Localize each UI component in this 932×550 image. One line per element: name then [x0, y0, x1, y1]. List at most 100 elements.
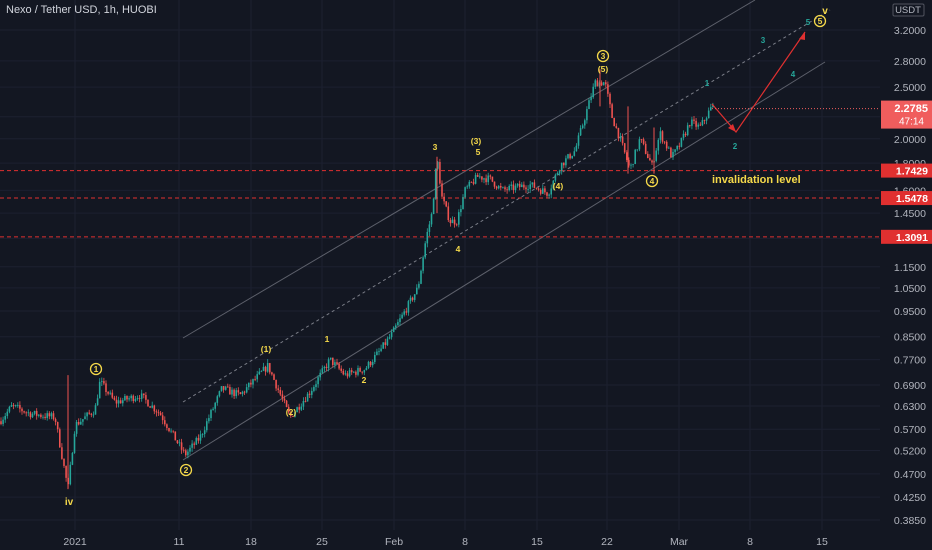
- candle-body: [655, 150, 657, 161]
- candle-body: [195, 437, 198, 445]
- candle-body: [500, 186, 502, 188]
- y-tick-label: 0.5200: [894, 445, 926, 457]
- candle-body: [264, 366, 267, 372]
- proj-4: 4: [791, 70, 796, 79]
- candle-body: [651, 160, 653, 163]
- candle-body: [619, 136, 622, 139]
- candle-body: [701, 120, 704, 126]
- x-tick-label: 15: [816, 536, 828, 548]
- candle-body: [428, 224, 431, 232]
- candle-body: [296, 407, 298, 413]
- candle-body: [250, 382, 252, 385]
- candle-body: [432, 198, 435, 215]
- y-tick-label: 0.3850: [894, 515, 926, 527]
- candle-body: [674, 149, 676, 152]
- chart-title: Nexo / Tether USD, 1h, HUOBI: [6, 4, 157, 16]
- candle-body: [382, 342, 384, 349]
- wave-circled-2: 2: [184, 465, 189, 475]
- candle-body: [147, 399, 149, 407]
- candle-body: [573, 151, 576, 156]
- candle-body: [73, 433, 76, 453]
- candle-body: [684, 133, 687, 136]
- candle-body: [365, 367, 368, 371]
- candle-body: [306, 393, 309, 402]
- candle-body: [325, 366, 328, 368]
- y-tick-label: 0.8500: [894, 332, 926, 344]
- candle-body: [10, 405, 13, 407]
- candle-body: [464, 187, 466, 198]
- y-tick-label: 0.6900: [894, 380, 926, 392]
- candle-body: [697, 124, 699, 127]
- candle-body: [191, 443, 193, 448]
- candle-body: [258, 371, 261, 375]
- candle-body: [12, 405, 15, 406]
- candle-body: [678, 145, 681, 147]
- candle-body: [539, 189, 542, 194]
- candle-body: [269, 363, 271, 373]
- candle-body: [483, 178, 485, 180]
- candle-body: [27, 412, 30, 414]
- candle-body: [529, 184, 531, 190]
- candle-body: [35, 410, 38, 416]
- currency-label: USDT: [895, 5, 921, 16]
- candle-body: [493, 181, 496, 187]
- candle-body: [544, 188, 546, 193]
- candle-body: [367, 361, 370, 368]
- candle-body: [302, 401, 305, 407]
- candle-body: [107, 392, 109, 394]
- candle-body: [527, 189, 529, 190]
- candle-body: [434, 168, 437, 199]
- candle-body: [115, 399, 118, 404]
- candle-body: [317, 377, 319, 385]
- candle-body: [113, 397, 116, 400]
- candle-body: [227, 386, 229, 388]
- candle-body: [178, 442, 181, 444]
- candle-body: [220, 386, 223, 392]
- candle-body: [271, 372, 273, 375]
- candle-body: [350, 370, 353, 373]
- candle-body: [376, 351, 378, 355]
- candle-body: [355, 371, 357, 375]
- proj-3: 3: [761, 36, 766, 45]
- candle-body: [640, 139, 643, 141]
- candle-body: [197, 437, 200, 441]
- candle-body: [235, 390, 237, 397]
- proj-5: 5: [806, 18, 811, 27]
- candle-body: [390, 332, 393, 338]
- candle-body: [537, 188, 540, 190]
- candle-body: [143, 393, 145, 396]
- candle-body: [661, 131, 664, 142]
- channel-lower: [182, 61, 826, 461]
- candle-body: [50, 413, 53, 417]
- candle-body: [686, 125, 689, 136]
- candle-body: [491, 176, 494, 182]
- candle-body: [472, 182, 475, 184]
- y-tick-label: 0.4250: [894, 492, 926, 504]
- candle-body: [241, 391, 244, 395]
- candle-body: [634, 149, 636, 165]
- candle-body: [122, 400, 124, 404]
- candle-body: [609, 93, 611, 105]
- candle-body: [212, 408, 214, 410]
- candle-body: [657, 139, 660, 151]
- y-tick-label: 1.0500: [894, 283, 926, 295]
- candle-body: [476, 174, 479, 177]
- candle-body: [25, 412, 27, 414]
- candle-body: [128, 398, 130, 400]
- candle-body: [422, 257, 424, 271]
- x-tick-label: 18: [245, 536, 257, 548]
- candle-body: [479, 176, 481, 178]
- candle-body: [426, 231, 429, 244]
- candle-body: [533, 182, 536, 188]
- candle-body: [346, 373, 349, 377]
- candle-body: [563, 162, 565, 166]
- candle-body: [82, 419, 84, 422]
- candle-body: [298, 407, 300, 410]
- candle-body: [693, 119, 695, 121]
- candle-body: [334, 362, 336, 365]
- candle-body: [668, 147, 670, 149]
- x-tick-label: 8: [747, 536, 753, 548]
- candle-body: [550, 188, 552, 195]
- candle-body: [157, 412, 160, 414]
